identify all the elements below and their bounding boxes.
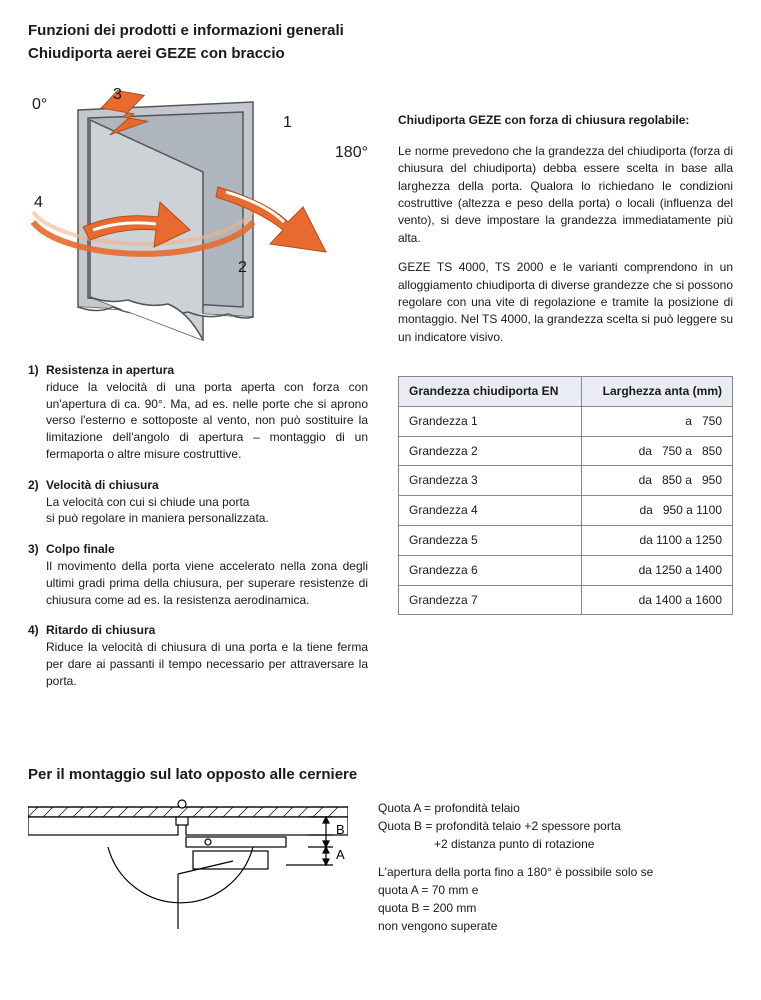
table-row: Grandezza 1a 750 xyxy=(399,406,733,436)
table-cell: da 850 a 950 xyxy=(582,466,733,496)
list-item: 1) Resistenza in apertura riduce la velo… xyxy=(28,362,368,463)
diagram-label-180: 180° xyxy=(335,142,368,164)
dim-label-a: A xyxy=(336,847,345,862)
table-header-2: Larghezza anta (mm) xyxy=(582,377,733,407)
table-header-1: Grandezza chiudiporta EN xyxy=(399,377,582,407)
table-cell: Grandezza 3 xyxy=(399,466,582,496)
paragraph-1: Le norme prevedono che la grandezza del … xyxy=(398,143,733,247)
item-title: Resistenza in apertura xyxy=(46,362,368,379)
mounting-section: Per il montaggio sul lato opposto alle c… xyxy=(28,764,733,945)
size-table: Grandezza chiudiporta EN Larghezza anta … xyxy=(398,376,733,615)
diagram-label-0: 0° xyxy=(32,94,47,116)
table-row: Grandezza 7da 1400 a 1600 xyxy=(399,585,733,615)
page-subtitle: Chiudiporta aerei GEZE con braccio xyxy=(28,43,733,64)
table-row: Grandezza 6da 1250 a 1400 xyxy=(399,555,733,585)
item-body: La velocità con cui si chiude una porta … xyxy=(46,495,269,526)
item-body: Il movimento della porta viene accelerat… xyxy=(46,559,368,607)
item-body: Riduce la velocità di chiusura di una po… xyxy=(46,640,368,688)
table-cell: Grandezza 2 xyxy=(399,436,582,466)
diagram-label-1: 1 xyxy=(283,112,292,134)
table-row: Grandezza 2da 750 a 850 xyxy=(399,436,733,466)
item-number: 4) xyxy=(28,622,39,639)
mounting-diagram: B A xyxy=(28,799,348,939)
item-title: Colpo finale xyxy=(46,541,368,558)
table-cell: Grandezza 4 xyxy=(399,496,582,526)
s2-line5: quota A = 70 mm e xyxy=(378,883,478,897)
diagram-label-4: 4 xyxy=(34,192,43,214)
table-cell: da 1400 a 1600 xyxy=(582,585,733,615)
dim-label-b: B xyxy=(336,822,345,837)
item-title: Velocità di chiusura xyxy=(46,477,368,494)
s2-line3: +2 distanza punto di rotazione xyxy=(378,837,594,851)
table-cell: Grandezza 5 xyxy=(399,526,582,556)
item-number: 2) xyxy=(28,477,39,494)
s2-line1: Quota A = profondità telaio xyxy=(378,801,520,815)
table-cell: da 750 a 850 xyxy=(582,436,733,466)
right-heading: Chiudiporta GEZE con forza di chiusura r… xyxy=(398,112,733,129)
table-cell: da 950 a 1100 xyxy=(582,496,733,526)
item-number: 3) xyxy=(28,541,39,558)
list-item: 4) Ritardo di chiusura Riduce la velocit… xyxy=(28,622,368,689)
paragraph-2: GEZE TS 4000, TS 2000 e le varianti comp… xyxy=(398,259,733,346)
section2-text: Quota A = profondità telaio Quota B = pr… xyxy=(378,799,653,945)
page-title: Funzioni dei prodotti e informazioni gen… xyxy=(28,20,733,41)
list-item: 2) Velocità di chiusura La velocità con … xyxy=(28,477,368,527)
table-cell: Grandezza 6 xyxy=(399,555,582,585)
item-body: riduce la velocità di una porta aperta c… xyxy=(46,380,368,461)
table-row: Grandezza 4da 950 a 1100 xyxy=(399,496,733,526)
table-row: Grandezza 5da 1100 a 1250 xyxy=(399,526,733,556)
table-row: Grandezza 3da 850 a 950 xyxy=(399,466,733,496)
function-list: 1) Resistenza in apertura riduce la velo… xyxy=(28,362,368,690)
section2-title: Per il montaggio sul lato opposto alle c… xyxy=(28,764,733,785)
s2-line4: L'apertura della porta fino a 180° è pos… xyxy=(378,865,653,879)
diagram-label-2: 2 xyxy=(238,257,247,279)
s2-line7: non vengono superate xyxy=(378,919,497,933)
diagram-label-3: 3 xyxy=(113,84,122,106)
table-cell: Grandezza 1 xyxy=(399,406,582,436)
table-cell: Grandezza 7 xyxy=(399,585,582,615)
table-cell: da 1100 a 1250 xyxy=(582,526,733,556)
item-number: 1) xyxy=(28,362,39,379)
s2-line2: Quota B = profondità telaio +2 spessore … xyxy=(378,819,621,833)
door-diagram: 0° 3 1 180° 4 2 xyxy=(28,82,368,342)
table-cell: da 1250 a 1400 xyxy=(582,555,733,585)
list-item: 3) Colpo finale Il movimento della porta… xyxy=(28,541,368,608)
item-title: Ritardo di chiusura xyxy=(46,622,368,639)
s2-line6: quota B = 200 mm xyxy=(378,901,476,915)
table-cell: a 750 xyxy=(582,406,733,436)
